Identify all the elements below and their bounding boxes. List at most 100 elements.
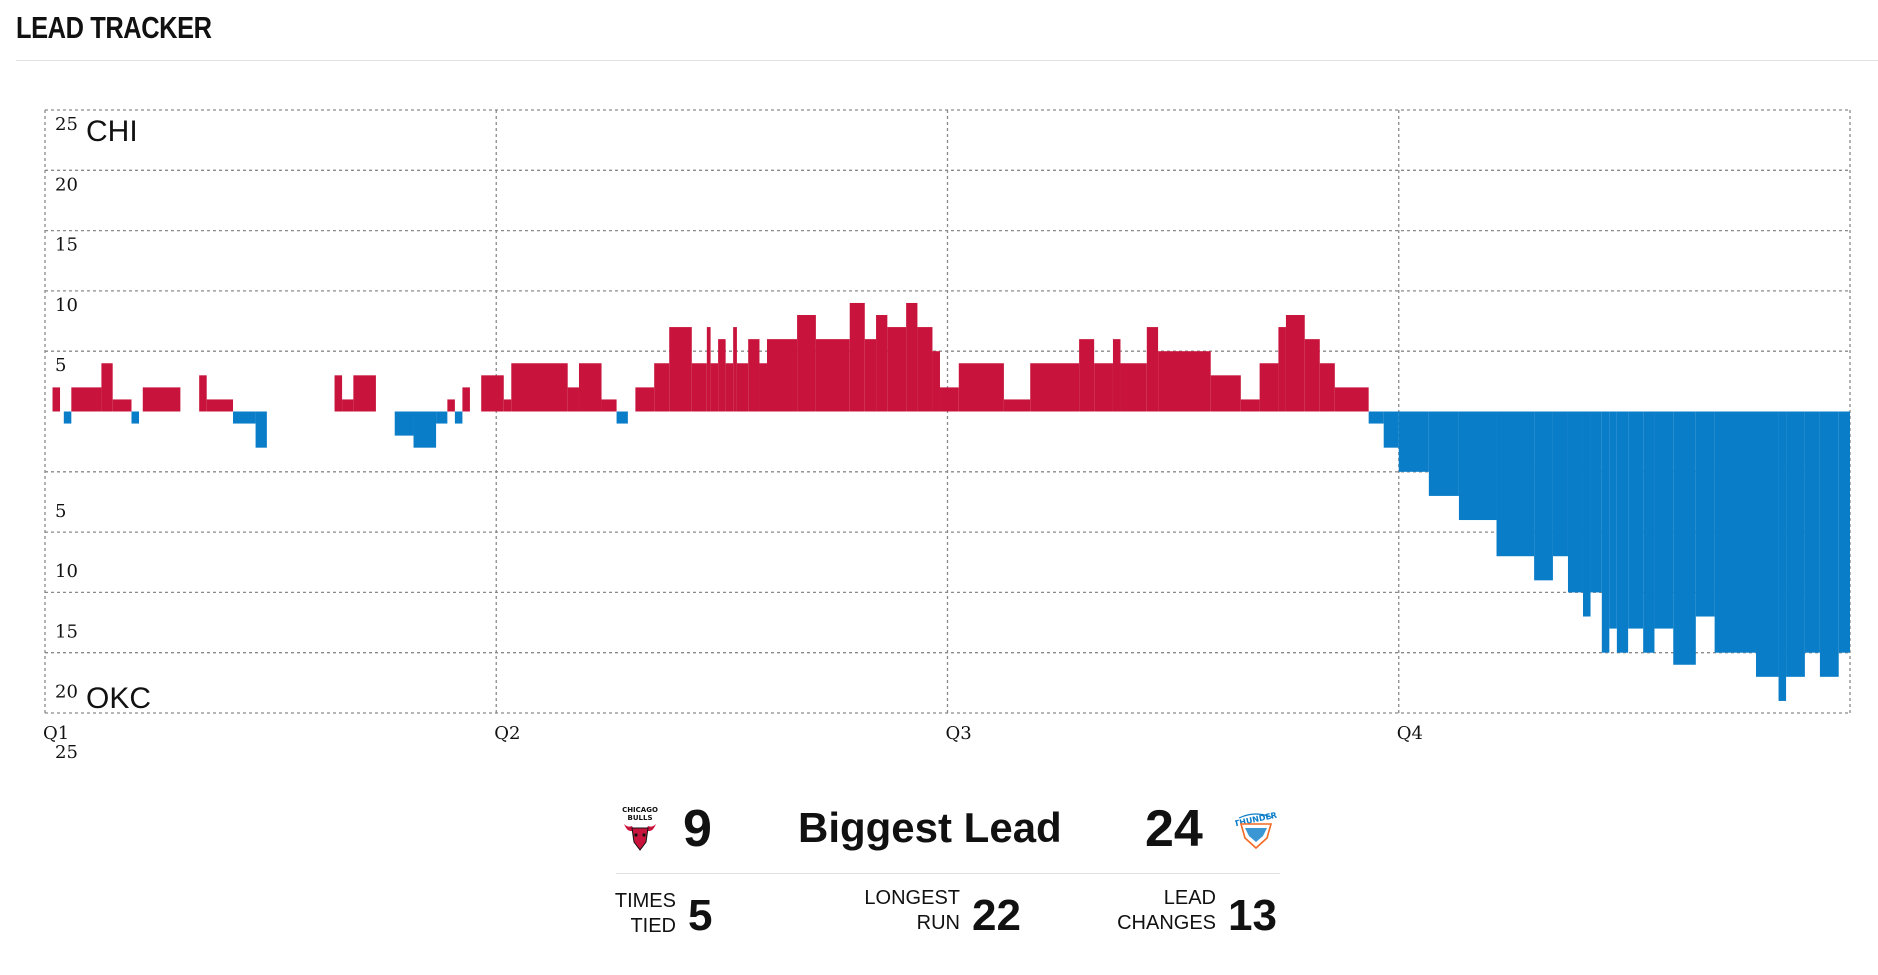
lead-bar-chi <box>1112 339 1121 412</box>
lead-bar-chi <box>462 387 470 412</box>
lead-changes-label: LEAD CHANGES <box>1117 887 1216 934</box>
lead-bar-chi <box>939 387 959 412</box>
lead-bar-okc <box>1398 411 1429 472</box>
lead-bar-okc <box>616 411 628 424</box>
lead-bar-okc <box>1616 411 1629 653</box>
lead-bar-chi <box>334 375 343 412</box>
lead-bar-chi <box>1285 315 1305 412</box>
lead-changes-value: 13 <box>1228 891 1277 940</box>
y-tick-label: 20 <box>55 682 78 703</box>
okc-thunder-logo: THUNDER <box>1235 811 1277 850</box>
lead-bar-chi <box>864 339 877 412</box>
lead-bar-chi <box>567 387 579 412</box>
lead-bar-chi <box>578 363 602 412</box>
lead-bar-chi <box>748 339 760 412</box>
x-tick-label: Q2 <box>494 723 520 744</box>
lead-bar-chi <box>736 363 749 412</box>
lead-bar-chi <box>1334 387 1369 412</box>
x-tick-label: Q4 <box>1397 723 1423 744</box>
y-tick-label: 20 <box>55 174 78 195</box>
lead-bar-chi <box>815 339 850 412</box>
y-tick-label: 10 <box>55 561 78 582</box>
lead-bar-chi <box>1158 351 1211 412</box>
team-label-chi: CHI <box>86 115 138 148</box>
lead-bar-chi <box>958 363 1004 412</box>
lead-bar-okc <box>1458 411 1497 521</box>
lead-bar-okc <box>1714 411 1756 653</box>
times-tied-value: 5 <box>688 891 713 940</box>
stats-divider <box>616 873 1280 874</box>
y-tick-label: 10 <box>55 295 78 316</box>
lead-bar-chi <box>511 363 568 412</box>
lead-bar-chi <box>503 399 512 412</box>
team-label-okc: OKC <box>86 682 151 715</box>
lead-bar-chi <box>767 339 798 412</box>
lead-bar-okc <box>63 411 72 424</box>
lead-bar-okc <box>394 411 414 436</box>
lead-bar-okc <box>1628 411 1644 629</box>
lead-bar-chi <box>101 363 113 412</box>
lead-bar-chi <box>917 327 933 412</box>
lead-bar-chi <box>733 327 737 412</box>
lead-bar-chi <box>759 363 767 412</box>
y-tick-label: 5 <box>55 501 66 522</box>
lead-bar-okc <box>1368 411 1384 424</box>
lead-bar-okc <box>131 411 140 424</box>
lead-bar-okc <box>233 411 256 424</box>
longest-run-label: LONGEST RUN <box>864 887 960 934</box>
lead-tracker-chart: 25 20 15 10 5 5 10 15 20 25 CHI OKC Q1 Q2 Q3 Q4 <box>43 109 1851 760</box>
y-tick-label: 15 <box>55 621 78 642</box>
lead-bar-okc <box>1778 411 1787 701</box>
lead-bar-chi <box>876 315 888 412</box>
lead-bar-chi <box>1210 375 1241 412</box>
lead-bar-chi <box>906 302 918 412</box>
away-biggest-lead: 24 <box>1145 800 1203 858</box>
lead-bar-chi <box>1278 327 1286 412</box>
lead-bar-okc <box>1567 411 1584 593</box>
lead-bar-chi <box>932 351 940 412</box>
lead-bar-okc <box>1643 411 1655 653</box>
lead-bar-okc <box>454 411 463 424</box>
lead-bar-okc <box>1383 411 1399 448</box>
lead-bar-okc <box>436 411 448 424</box>
lead-bar-chi <box>1030 363 1080 412</box>
lead-bar-chi <box>1304 339 1320 412</box>
home-biggest-lead: 9 <box>683 800 712 858</box>
lead-bar-chi <box>710 363 719 412</box>
x-tick-label: Q1 <box>43 723 69 744</box>
lead-bar-okc <box>1838 411 1850 653</box>
lead-bar-chi <box>199 375 207 412</box>
lead-bar-okc <box>1786 411 1805 677</box>
lead-bar-okc <box>413 411 437 448</box>
chart-labels: 25 20 15 10 5 5 10 15 20 25 CHI OKC Q1 Q2 Q3 Q4 <box>43 114 1423 760</box>
y-tick-label: 5 <box>55 355 66 376</box>
y-tick-label: 25 <box>55 742 78 760</box>
title-divider <box>16 60 1878 61</box>
lead-bar-chi <box>669 327 692 412</box>
lead-bar-okc <box>1552 411 1568 557</box>
lead-bar-okc <box>1609 411 1617 629</box>
lead-bar-chi <box>1146 327 1159 412</box>
lead-bar-chi <box>342 399 354 412</box>
lead-bar-okc <box>1428 411 1459 496</box>
lead-bar-chi <box>718 339 726 412</box>
lead-bar-okc <box>255 411 267 448</box>
logo-text: CHICAGO <box>622 806 658 814</box>
lead-bar-chi <box>849 302 865 412</box>
lead-bar-chi <box>725 363 734 412</box>
lead-bar-chi <box>797 315 816 412</box>
lead-bar-chi <box>1240 399 1260 412</box>
lead-bar-okc <box>1590 411 1602 593</box>
lead-bar-chi <box>1079 339 1095 412</box>
lead-bar-chi <box>1003 399 1031 412</box>
lead-bar-chi <box>691 363 707 412</box>
lead-bar-chi <box>1120 363 1147 412</box>
lead-bar-chi <box>353 375 376 412</box>
lead-bar-okc <box>1601 411 1610 653</box>
lead-bar-chi <box>706 327 711 412</box>
x-tick-label: Q3 <box>946 723 972 744</box>
lead-bar-okc <box>1804 411 1820 653</box>
lead-bar-chi <box>447 399 455 412</box>
lead-bar-okc <box>1496 411 1535 557</box>
longest-run-value: 22 <box>972 891 1021 940</box>
